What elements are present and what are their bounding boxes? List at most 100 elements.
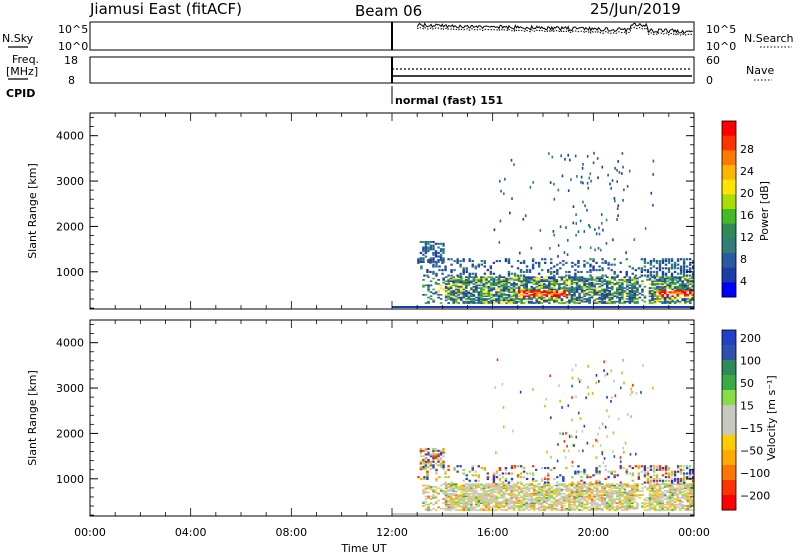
range-gate-cell <box>613 279 617 281</box>
range-gate-cell <box>426 274 429 277</box>
range-gate-cell <box>537 291 541 293</box>
range-gate-cell <box>532 486 536 488</box>
range-gate-cell <box>691 470 695 473</box>
range-gate-cell <box>668 276 672 278</box>
range-gate-cell <box>485 484 488 487</box>
range-gate-cell <box>502 294 506 296</box>
range-gate-cell <box>661 274 665 277</box>
range-gate-cell <box>623 300 627 303</box>
range-gate-cell <box>682 474 686 477</box>
range-gate-cell <box>627 413 629 416</box>
range-gate-cell <box>671 483 674 485</box>
range-gate-cell <box>600 502 604 505</box>
range-gate-cell <box>580 285 584 288</box>
range-gate-cell <box>688 476 692 479</box>
range-gate-cell <box>671 291 674 293</box>
range-gate-cell <box>560 501 564 503</box>
range-gate-cell <box>495 495 498 498</box>
range-gate-cell <box>525 279 528 281</box>
range-gate-cell <box>656 503 659 506</box>
range-gate-cell <box>429 260 433 264</box>
range-gate-cell <box>661 467 665 470</box>
range-gate-cell <box>512 502 516 505</box>
range-gate-cell <box>663 302 667 304</box>
range-gate-cell <box>571 481 574 484</box>
range-gate-cell <box>454 496 458 499</box>
y-tick-label: 1000 <box>56 473 84 486</box>
range-gate-cell <box>589 481 592 484</box>
range-gate-cell <box>486 472 490 475</box>
range-gate-cell <box>477 300 481 303</box>
range-gate-cell <box>500 496 503 499</box>
range-gate-cell <box>525 285 528 288</box>
range-gate-cell <box>626 298 629 300</box>
range-gate-cell <box>507 285 511 288</box>
range-gate-cell <box>465 474 468 477</box>
range-gate-cell <box>590 498 594 500</box>
range-gate-cell <box>618 289 622 292</box>
range-gate-cell <box>578 449 580 453</box>
range-gate-cell <box>510 492 513 495</box>
range-gate-cell <box>525 276 528 278</box>
range-gate-cell <box>477 505 481 507</box>
range-gate-cell <box>585 502 589 505</box>
range-gate-cell <box>527 276 531 278</box>
range-gate-cell <box>558 487 561 490</box>
range-gate-cell <box>628 492 632 495</box>
range-gate-cell <box>559 267 562 270</box>
range-gate-cell <box>623 381 625 385</box>
range-gate-cell <box>540 280 544 283</box>
range-gate-cell <box>520 300 523 303</box>
range-gate-cell <box>661 502 664 505</box>
range-gate-cell <box>570 289 574 292</box>
range-gate-cell <box>598 426 601 430</box>
range-gate-cell <box>520 496 523 499</box>
range-gate-cell <box>615 281 619 284</box>
range-gate-cell <box>482 490 486 492</box>
range-gate-cell <box>623 499 627 502</box>
range-gate-cell <box>605 218 608 222</box>
range-gate-cell <box>686 488 690 491</box>
range-gate-cell <box>618 294 622 296</box>
range-gate-cell <box>652 386 654 390</box>
range-gate-cell <box>608 491 612 494</box>
range-gate-cell <box>608 502 612 505</box>
range-gate-cell <box>530 483 534 485</box>
range-gate-cell <box>437 492 440 495</box>
range-gate-cell <box>621 495 624 498</box>
range-gate-cell <box>574 274 577 277</box>
range-gate-cell <box>487 280 491 283</box>
range-gate-cell <box>605 242 608 245</box>
range-gate-cell <box>467 483 471 485</box>
range-gate-cell <box>482 283 486 285</box>
range-gate-cell <box>429 244 433 247</box>
range-gate-cell <box>598 499 601 502</box>
range-gate-cell <box>547 479 550 482</box>
range-gate-cell <box>492 281 496 284</box>
range-gate-cell <box>510 484 513 487</box>
range-gate-cell <box>578 491 581 494</box>
range-gate-cell <box>604 468 607 471</box>
range-gate-cell <box>578 276 581 278</box>
range-gate-cell <box>573 291 576 293</box>
range-gate-cell <box>565 507 569 510</box>
range-gate-cell <box>691 285 695 288</box>
range-gate-cell <box>593 486 596 488</box>
range-gate-cell <box>600 490 604 492</box>
range-gate-cell <box>464 292 468 295</box>
range-gate-cell <box>518 251 521 255</box>
range-gate-cell <box>487 492 491 495</box>
range-gate-cell <box>550 289 554 292</box>
range-gate-cell <box>573 279 576 281</box>
range-gate-cell <box>432 494 435 496</box>
range-gate-cell <box>490 491 493 494</box>
range-gate-cell <box>600 299 604 302</box>
range-gate-cell <box>610 369 613 373</box>
range-gate-cell <box>646 488 649 491</box>
range-gate-cell <box>477 509 481 511</box>
range-gate-cell <box>636 280 639 283</box>
range-gate-cell <box>621 506 624 509</box>
range-gate-cell <box>530 287 534 289</box>
range-gate-cell <box>593 302 596 304</box>
range-gate-cell <box>507 502 511 505</box>
